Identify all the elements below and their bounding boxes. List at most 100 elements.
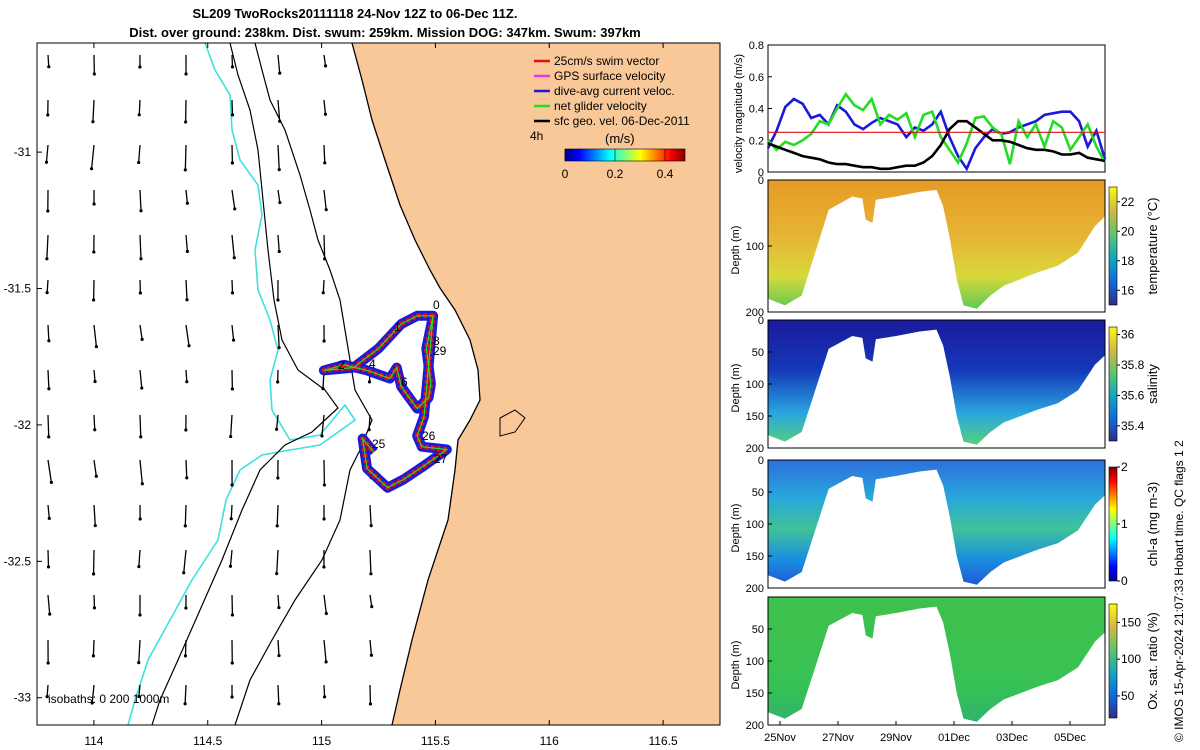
- profile-panel-temperature: 0 100 200 Depth (m) 16 18 20 22 temperature (°C): [730, 175, 1160, 319]
- profile-data-fill: [768, 597, 1105, 722]
- current-arrow: [139, 414, 142, 437]
- current-arrow: [90, 144, 95, 169]
- current-arrow-head: [185, 380, 189, 384]
- current-arrow-head: [322, 565, 326, 569]
- current-arrow-head: [278, 71, 282, 75]
- map-x-tick-label: 115: [312, 734, 331, 748]
- current-arrow-head: [322, 339, 326, 343]
- current-arrow: [322, 279, 325, 293]
- map-y-tick-label: -33: [14, 691, 32, 705]
- current-arrow: [46, 279, 49, 293]
- profile-colorbar: [1108, 186, 1118, 306]
- map-axes: 114 114.5 115 115.5 116 116.5 -31 -31.5 -32 -32.5…: [4, 43, 678, 748]
- current-arrow-head: [138, 613, 142, 617]
- current-arrow-head: [367, 380, 372, 384]
- date-tick-label: 29Nov: [880, 732, 912, 744]
- current-arrow-head: [46, 209, 50, 213]
- current-arrow-head: [91, 572, 96, 576]
- current-arrow: [47, 414, 50, 437]
- current-arrow: [139, 189, 142, 211]
- current-arrow-head: [185, 476, 189, 480]
- current-arrow-head: [48, 612, 52, 616]
- current-arrow-head: [47, 65, 51, 69]
- velocity-series-line: [766, 97, 1107, 172]
- colorbar-tick-label: 35.8: [1121, 358, 1145, 372]
- current-arrow-head: [93, 379, 97, 384]
- current-arrow-head: [229, 517, 233, 521]
- colorbar-axis-label: Ox. sat. ratio (%): [1145, 612, 1160, 710]
- legend-entry: GPS surface velocity: [554, 69, 665, 83]
- colorbar-axis-label: chl-a (mg m-3): [1145, 482, 1160, 567]
- chart-title-line2: Dist. over ground: 238km. Dist. swum: 25…: [129, 25, 641, 40]
- depth-axis-label: Depth (m): [730, 641, 742, 690]
- colorbar-tick-label: 18: [1121, 254, 1135, 268]
- waypoint-labels: 0 1 2 4 6 829 25 26 27: [338, 298, 448, 466]
- current-arrow: [277, 99, 281, 122]
- colorbar-tick-label: 0.4: [657, 167, 674, 181]
- glider-track: [318, 310, 452, 493]
- current-arrow-head: [368, 702, 373, 706]
- colorbar-tick-label: 50: [1121, 689, 1135, 703]
- velocity-y-tick-label: 0.6: [749, 72, 764, 84]
- current-arrow-head: [185, 249, 189, 253]
- colorbar-tick-label: 20: [1121, 224, 1135, 238]
- current-arrow-head: [183, 702, 187, 706]
- current-arrow-head: [45, 291, 49, 295]
- current-arrow-head: [93, 428, 97, 432]
- current-arrow: [323, 639, 327, 662]
- current-arrow-head: [92, 606, 97, 610]
- current-arrow: [92, 99, 95, 122]
- current-arrow-head: [139, 257, 143, 261]
- waypoint-4: 4: [369, 357, 376, 371]
- legend-entry: dive-avg current veloc.: [554, 84, 675, 98]
- current-arrow: [277, 234, 280, 252]
- current-arrow-head: [277, 249, 281, 254]
- current-arrow: [231, 189, 236, 210]
- current-arrow: [46, 684, 49, 697]
- waypoint-2: 2: [338, 358, 345, 372]
- net-glider-track: [323, 315, 449, 489]
- current-arrow: [46, 234, 49, 259]
- current-arrow-head: [322, 483, 327, 487]
- current-arrow: [275, 414, 279, 430]
- current-arrow: [323, 189, 327, 210]
- current-arrow: [368, 414, 371, 430]
- current-arrow-head: [137, 661, 141, 665]
- current-arrow-head: [182, 571, 186, 575]
- current-arrow: [138, 144, 141, 163]
- current-arrow-head: [187, 344, 191, 348]
- waypoint-26: 26: [422, 429, 436, 443]
- current-arrow-head: [322, 695, 327, 699]
- depth-tick-label: 200: [746, 307, 764, 319]
- credit-text: © IMOS 15-Apr-2024 21:07:33 Hobart time.…: [1172, 440, 1186, 742]
- current-arrow: [230, 504, 233, 519]
- current-arrow-head: [90, 701, 94, 705]
- waypoint-27: 27: [434, 452, 448, 466]
- colorbar-tick-label: 0: [562, 167, 569, 181]
- depth-tick-label: 50: [752, 347, 764, 359]
- date-tick-label: 25Nov: [764, 732, 796, 744]
- legend-entry: sfc geo. vel. 06-Dec-2011: [554, 114, 690, 128]
- depth-axis-label: Depth (m): [730, 504, 742, 553]
- current-arrow-head: [91, 654, 95, 658]
- date-tick-label: 01Dec: [938, 732, 970, 744]
- current-arrow-head: [277, 168, 281, 172]
- current-arrow-head: [322, 517, 326, 521]
- current-arrow: [138, 684, 141, 697]
- current-arrow-head: [140, 386, 144, 390]
- current-arrow-head: [230, 613, 235, 617]
- waypoint-29: 29: [433, 344, 447, 358]
- current-arrow-head: [94, 344, 98, 349]
- colorbar-tick-label: 2: [1121, 460, 1128, 474]
- depth-tick-label: 100: [746, 519, 764, 531]
- velocity-y-tick-label: 0.2: [749, 135, 764, 147]
- map-y-tick-label: -31.5: [4, 282, 32, 296]
- current-arrow: [184, 504, 187, 526]
- current-arrow-head: [277, 654, 281, 658]
- current-arrow: [277, 144, 280, 170]
- current-arrow-head: [324, 660, 328, 664]
- current-arrow-head: [47, 339, 51, 343]
- current-arrow: [139, 324, 143, 340]
- depth-tick-label: 50: [752, 487, 764, 499]
- current-arrow: [323, 234, 326, 259]
